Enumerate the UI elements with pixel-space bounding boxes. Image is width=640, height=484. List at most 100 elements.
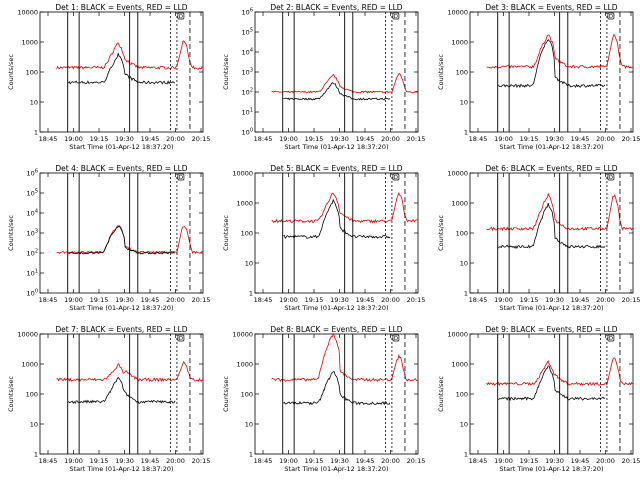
x-tick-label: 18:45	[469, 135, 488, 143]
x-tick-label: 18:45	[39, 296, 58, 304]
x-tick-label: 19:30	[330, 296, 349, 304]
x-tick-label: 19:00	[279, 296, 298, 304]
series-lld-line	[486, 357, 633, 387]
y-tick-exponent: 5	[35, 189, 38, 195]
plot-frame	[469, 333, 634, 455]
y-axis-label: Counts/sec	[222, 54, 230, 90]
marker-label: D	[394, 14, 398, 20]
x-tick-label: 19:15	[520, 296, 539, 304]
plot-frame	[39, 172, 204, 294]
x-tick-label: 20:15	[407, 457, 426, 465]
y-tick-label: 1	[34, 129, 38, 137]
x-axis-label: Start Time (01-Apr-12 18:37:20)	[284, 465, 388, 473]
series-events-line	[283, 198, 391, 240]
y-tick-label: 10	[460, 421, 468, 429]
x-tick-label: 19:00	[64, 457, 83, 465]
x-tick-label: 20:15	[407, 135, 426, 143]
x-axis-label: Start Time (01-Apr-12 18:37:20)	[69, 465, 173, 473]
marker-box	[177, 173, 185, 181]
x-tick-label: 20:15	[192, 135, 211, 143]
panel-1: Det 1: BLACK = Events, RED = LLD 1 10 100 10…	[7, 3, 210, 151]
series-events-line	[68, 52, 176, 85]
x-tick-label: 20:00	[381, 296, 400, 304]
x-tick-label: 19:15	[520, 135, 539, 143]
panel-title: Det 1: BLACK = Events, RED = LLD	[55, 3, 187, 12]
x-tick-label: 20:00	[166, 296, 185, 304]
y-tick-exponent: 2	[35, 249, 38, 255]
x-tick-label: 19:30	[330, 135, 349, 143]
marker-box	[177, 334, 185, 342]
marker-label: D	[394, 336, 398, 342]
y-tick-label: 10000	[232, 331, 253, 339]
x-tick-label: 20:00	[596, 296, 615, 304]
x-tick-label: 19:00	[64, 135, 83, 143]
x-tick-label: 18:45	[39, 135, 58, 143]
marker-label: D	[609, 14, 613, 20]
x-tick-label: 19:45	[356, 457, 375, 465]
y-tick-label: 100	[26, 391, 38, 399]
y-tick-exponent: 6	[250, 8, 253, 14]
x-tick-label: 19:30	[115, 457, 134, 465]
x-axis-label: Start Time (01-Apr-12 18:37:20)	[69, 304, 173, 312]
x-tick-label: 19:00	[64, 296, 83, 304]
plot-frame	[469, 172, 634, 294]
series-lld-line	[271, 192, 418, 224]
x-tick-label: 19:45	[356, 135, 375, 143]
panel-6: Det 6: BLACK = Events, RED = LLD 1 10 100 10…	[437, 164, 640, 312]
y-tick-label: 100	[241, 230, 253, 238]
x-axis-label: Start Time (01-Apr-12 18:37:20)	[499, 465, 603, 473]
x-tick-label: 19:15	[305, 135, 324, 143]
panel-title: Det 7: BLACK = Events, RED = LLD	[55, 325, 187, 334]
y-axis-label: Counts/sec	[222, 215, 230, 251]
panel-title: Det 3: BLACK = Events, RED = LLD	[485, 3, 617, 12]
panel-5: Det 5: BLACK = Events, RED = LLD 1 10 100 10…	[222, 164, 425, 312]
x-tick-label: 20:15	[622, 135, 640, 143]
x-tick-label: 18:45	[39, 457, 58, 465]
x-tick-label: 19:30	[330, 457, 349, 465]
marker-label: D	[609, 175, 613, 181]
y-tick-label: 1	[464, 290, 468, 298]
y-tick-label: 10	[460, 99, 468, 107]
x-axis-label: Start Time (01-Apr-12 18:37:20)	[69, 143, 173, 151]
y-tick-exponent: 1	[250, 108, 253, 114]
y-tick-exponent: 5	[250, 28, 253, 34]
panel-title: Det 2: BLACK = Events, RED = LLD	[270, 3, 402, 12]
y-tick-label: 10	[245, 421, 253, 429]
y-tick-label: 1	[249, 290, 253, 298]
x-tick-label: 19:15	[90, 457, 109, 465]
y-tick-label: 101	[242, 108, 253, 117]
series-events-line	[68, 225, 176, 255]
y-tick-label: 1	[464, 129, 468, 137]
series-lld-line	[271, 73, 418, 94]
y-axis-label: Counts/sec	[437, 376, 445, 412]
marker-box	[607, 12, 615, 20]
panel-4: Det 4: BLACK = Events, RED = LLD10010110…	[7, 164, 210, 312]
x-tick-label: 19:00	[279, 135, 298, 143]
series-lld-line	[56, 225, 203, 255]
panel-8: Det 8: BLACK = Events, RED = LLD 1 10 100 10…	[222, 325, 425, 473]
series-lld-line	[486, 34, 633, 70]
panel-title: Det 4: BLACK = Events, RED = LLD	[55, 164, 187, 173]
x-tick-label: 20:15	[192, 457, 211, 465]
marker-label: D	[609, 336, 613, 342]
x-tick-label: 18:45	[254, 296, 273, 304]
x-tick-label: 19:45	[571, 296, 590, 304]
x-tick-label: 19:15	[305, 296, 324, 304]
x-tick-label: 19:15	[305, 457, 324, 465]
y-tick-exponent: 4	[35, 209, 38, 215]
marker-box	[392, 12, 400, 20]
series-events-line	[68, 377, 176, 405]
marker-label: D	[179, 336, 183, 342]
y-tick-label: 1000	[451, 361, 468, 369]
x-tick-label: 20:15	[192, 296, 211, 304]
panel-title: Det 9: BLACK = Events, RED = LLD	[485, 325, 617, 334]
x-tick-label: 20:00	[596, 135, 615, 143]
series-events-line	[498, 39, 606, 89]
y-axis-label: Counts/sec	[437, 54, 445, 90]
y-tick-label: 1	[249, 451, 253, 459]
y-tick-label: 102	[242, 88, 253, 97]
x-tick-label: 19:30	[545, 135, 564, 143]
y-tick-label: 106	[242, 8, 253, 17]
